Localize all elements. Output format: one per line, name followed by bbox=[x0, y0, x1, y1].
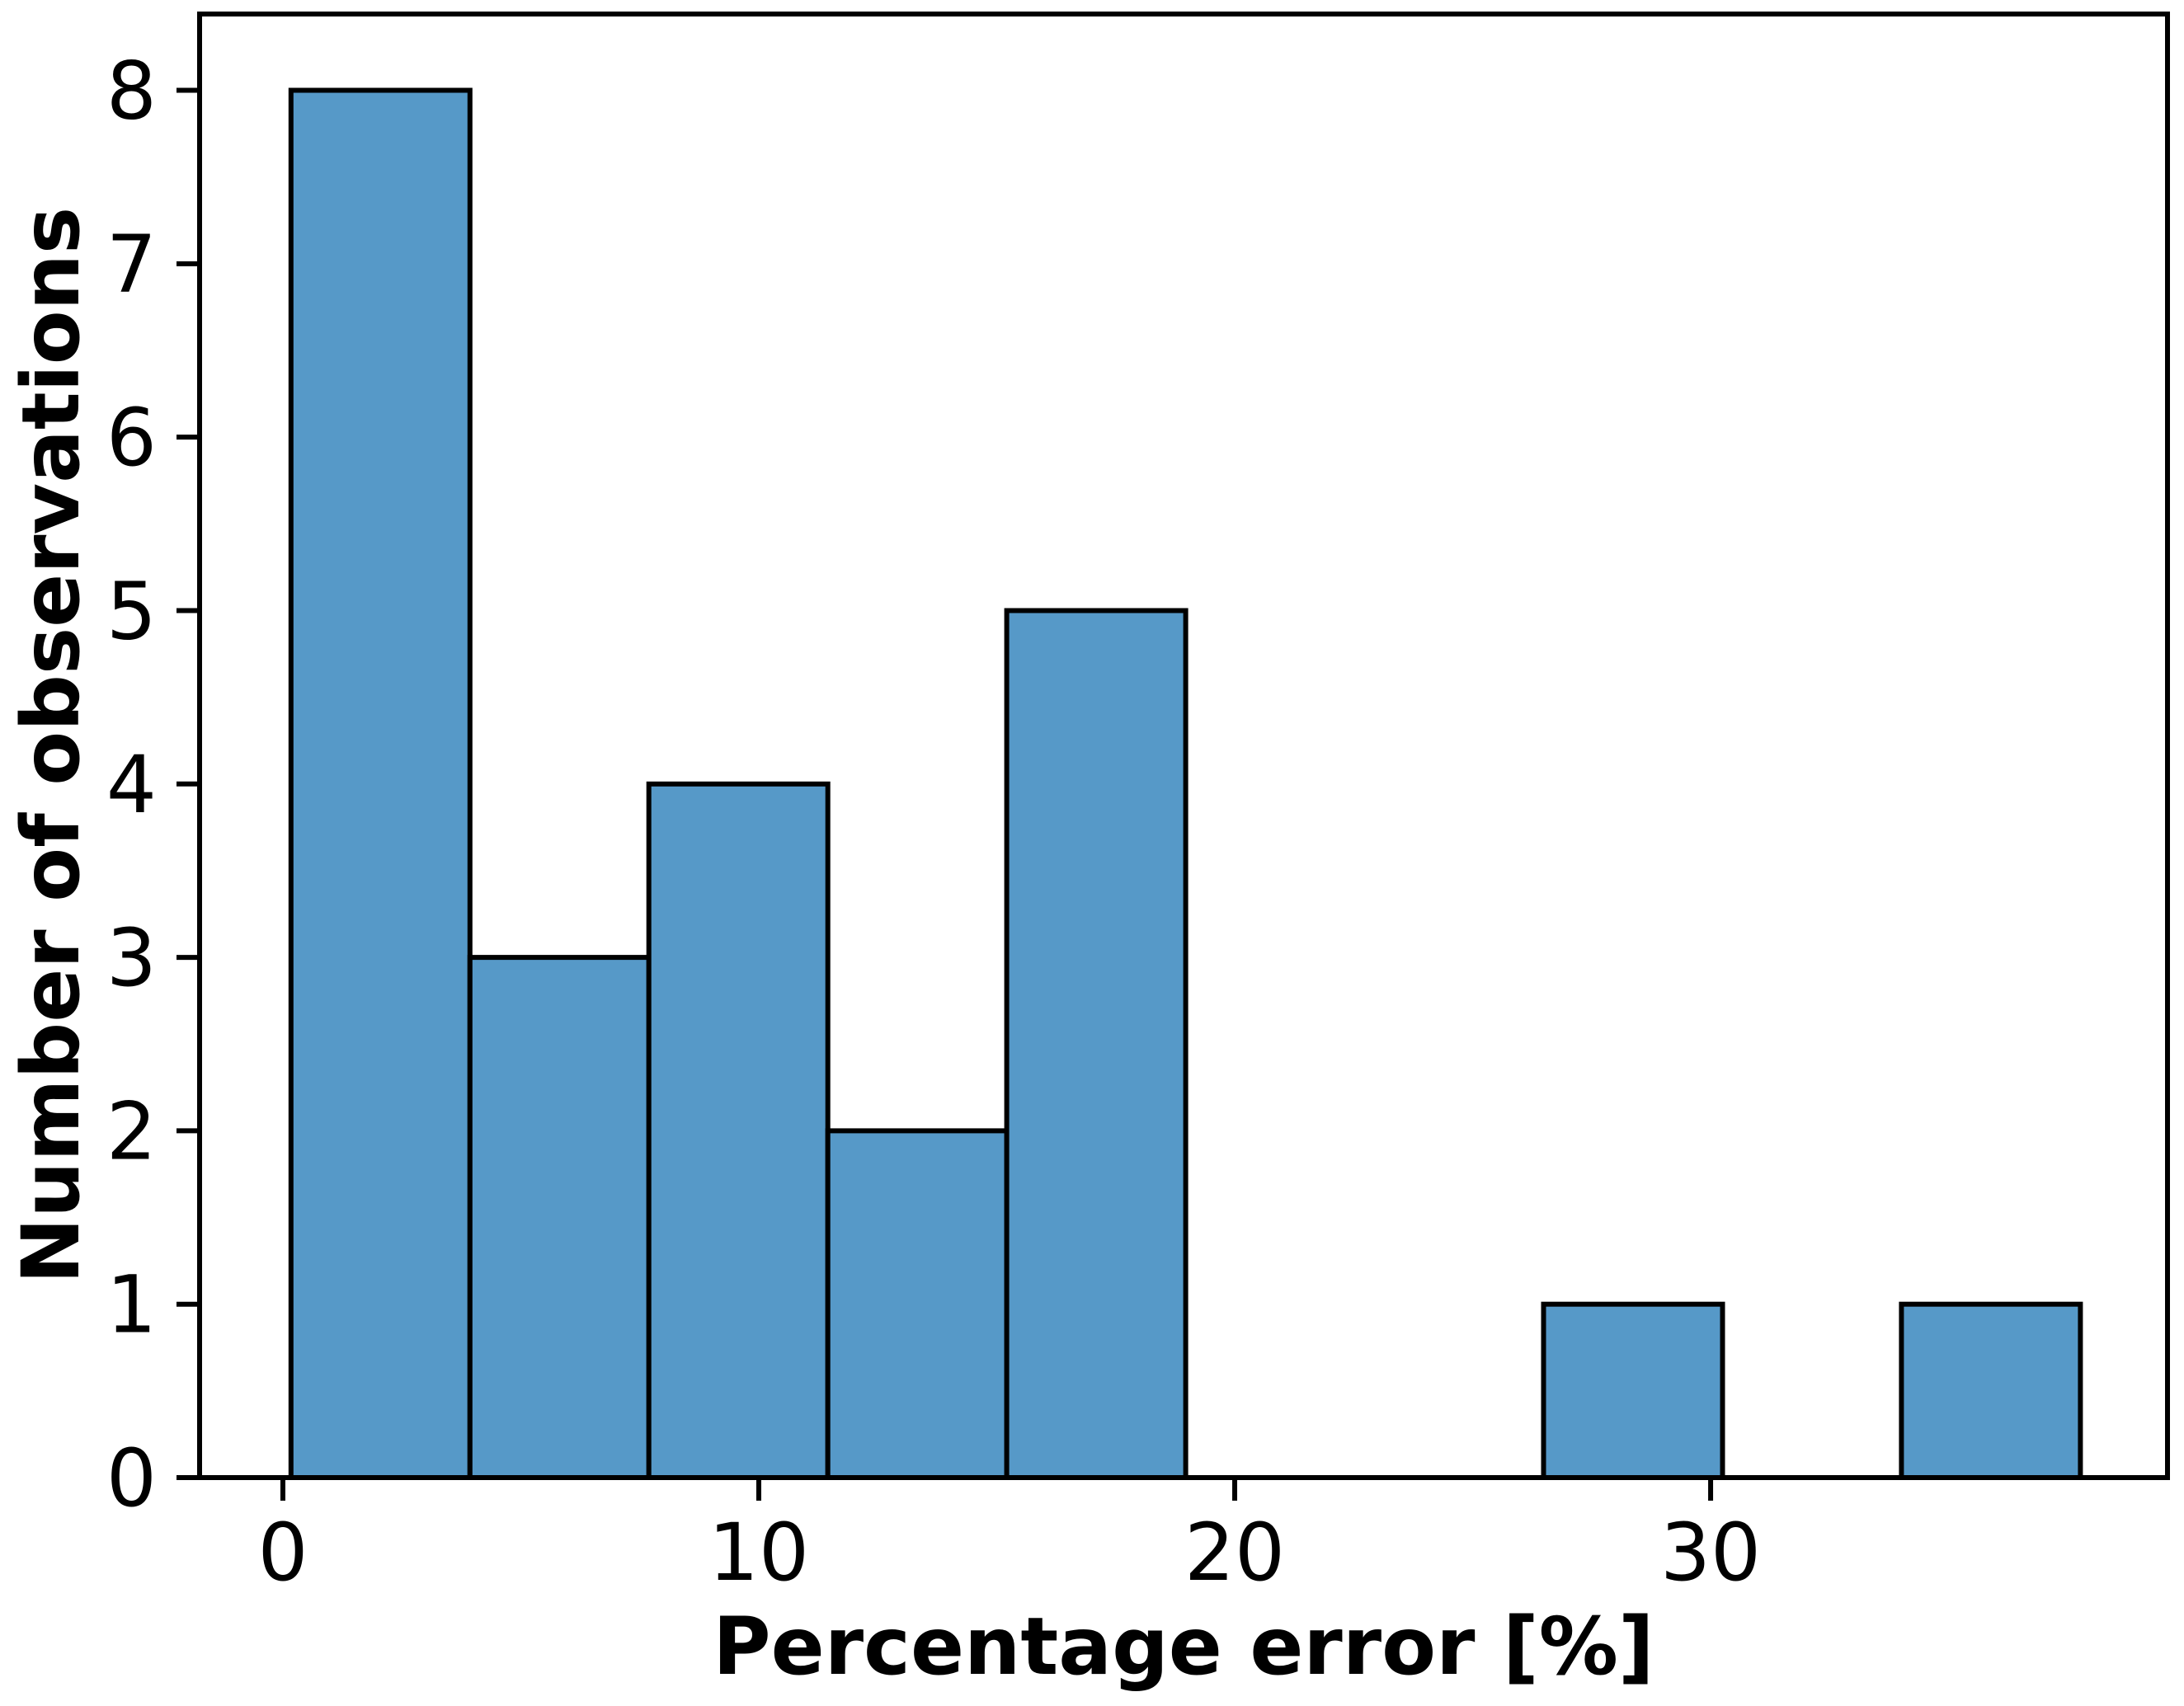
histogram-bar bbox=[1899, 1301, 2083, 1480]
plot-frame bbox=[197, 12, 2170, 1480]
y-axis-label: Number of observations bbox=[5, 207, 97, 1284]
histogram-bar bbox=[1004, 608, 1188, 1480]
histogram-bar bbox=[825, 1128, 1010, 1481]
x-tick-label: 0 bbox=[257, 1506, 308, 1599]
histogram-bar bbox=[467, 955, 652, 1480]
x-axis-label: Percentage error [%] bbox=[713, 1600, 1654, 1693]
x-tick-label: 20 bbox=[1184, 1506, 1285, 1599]
histogram-bar bbox=[288, 87, 473, 1480]
y-tick-label: 5 bbox=[106, 565, 157, 657]
y-tick-label: 0 bbox=[106, 1432, 157, 1525]
bars-layer bbox=[288, 87, 2083, 1481]
ticks-layer: 0 10 20 30 0 1 2 3 4 5 6 7 8 bbox=[106, 45, 1761, 1599]
y-tick-label: 3 bbox=[106, 912, 157, 1004]
x-tick-label: 30 bbox=[1660, 1506, 1761, 1599]
y-tick-label: 6 bbox=[106, 392, 157, 484]
y-tick-label: 4 bbox=[106, 739, 157, 831]
y-tick-label: 7 bbox=[106, 219, 157, 311]
y-tick-label: 1 bbox=[106, 1259, 157, 1351]
histogram-bar bbox=[1541, 1301, 1725, 1480]
histogram-bar bbox=[646, 781, 831, 1480]
y-tick-label: 2 bbox=[106, 1085, 157, 1177]
x-tick-label: 10 bbox=[708, 1506, 809, 1599]
y-tick-label: 8 bbox=[106, 45, 157, 138]
